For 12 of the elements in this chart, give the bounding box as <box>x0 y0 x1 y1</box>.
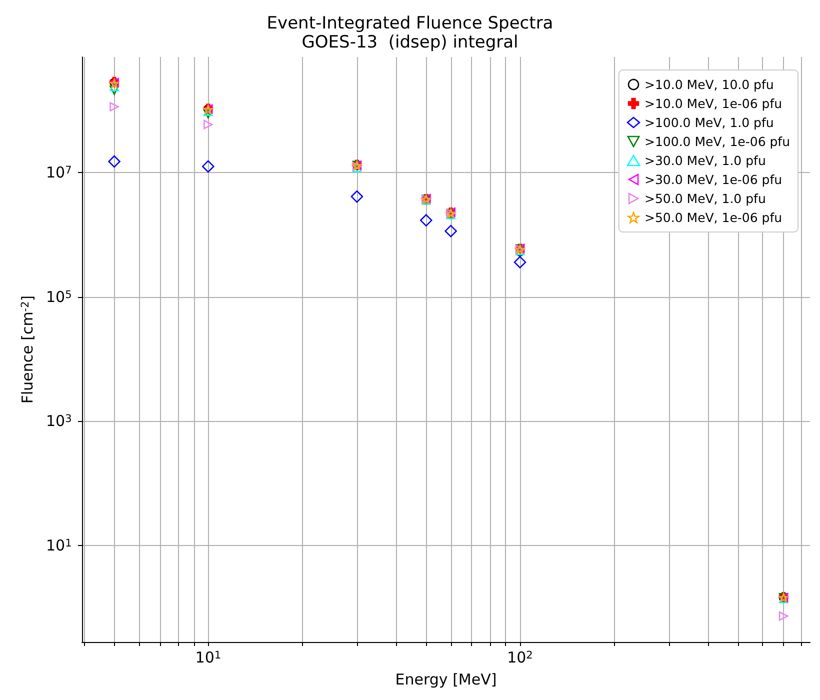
y-axis-title: Fluence [cm-2] <box>18 295 37 404</box>
chart-subtitle: GOES-13 (idsep) integral <box>302 32 518 52</box>
legend-label: >100.0 MeV, 1.0 pfu <box>644 115 774 130</box>
legend-label: >100.0 MeV, 1e-06 pfu <box>644 134 790 149</box>
legend-label: >30.0 MeV, 1e-06 pfu <box>644 172 782 187</box>
chart-title: Event-Integrated Fluence Spectra <box>266 14 554 34</box>
legend-label: >10.0 MeV, 10.0 pfu <box>644 77 774 92</box>
x-axis-title: Energy [MeV] <box>395 670 497 688</box>
legend-label: >50.0 MeV, 1e-06 pfu <box>644 210 782 225</box>
legend-label: >10.0 MeV, 1e-06 pfu <box>644 96 782 111</box>
legend-label: >50.0 MeV, 1.0 pfu <box>644 191 766 206</box>
legend-label: >30.0 MeV, 1.0 pfu <box>644 153 766 168</box>
